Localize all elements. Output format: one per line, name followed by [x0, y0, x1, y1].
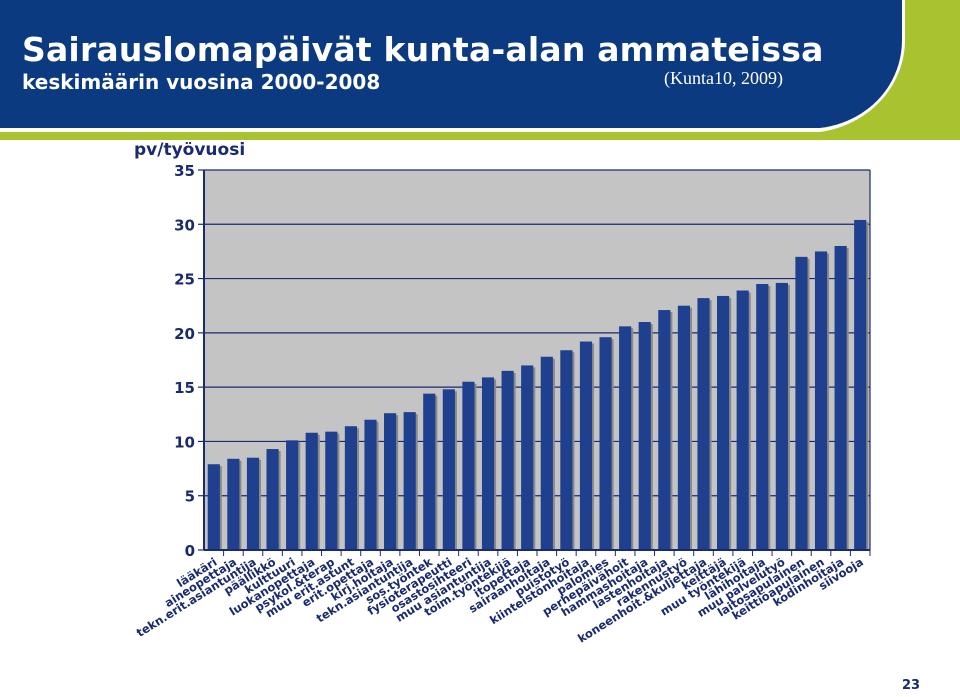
- y-tick-label: 0: [185, 542, 195, 560]
- bar: [403, 412, 416, 550]
- y-tick-label: 10: [174, 433, 195, 451]
- bar: [619, 326, 632, 550]
- bars: [207, 219, 869, 550]
- bar: [442, 389, 455, 550]
- bar: [246, 457, 260, 550]
- bar: [364, 419, 377, 550]
- bar: [599, 337, 612, 550]
- source-citation: (Kunta10, 2009): [664, 68, 783, 88]
- y-tick-label: 15: [174, 379, 195, 397]
- bar: [756, 284, 769, 550]
- bar: [286, 440, 299, 550]
- bar: [775, 282, 788, 550]
- bar: [579, 341, 593, 550]
- y-tick-label: 25: [174, 271, 195, 289]
- y-axis-label: pv/työvuosi: [134, 140, 245, 160]
- y-tick-label: 5: [185, 488, 195, 506]
- banner-blue-panel: [0, 0, 902, 128]
- bar: [560, 350, 573, 550]
- page-title: Sairauslomapäivät kunta-alan ammateissa: [22, 30, 824, 69]
- bar: [854, 219, 867, 550]
- bar: [814, 251, 828, 550]
- y-tick-label: 20: [174, 325, 195, 343]
- bar: [521, 365, 534, 550]
- bar: [717, 295, 730, 550]
- bar: [736, 290, 749, 550]
- bar: [227, 458, 240, 550]
- bar: [834, 246, 847, 550]
- banner-background: [0, 0, 960, 140]
- bar: [658, 310, 671, 550]
- bar: [638, 322, 651, 550]
- y-tick-label: 30: [174, 216, 195, 234]
- bar: [384, 413, 397, 550]
- bar: [344, 426, 357, 550]
- bar: [423, 393, 436, 550]
- bar: [795, 256, 808, 550]
- bar: [481, 377, 495, 550]
- bar: [501, 370, 514, 550]
- y-tick-label: 35: [174, 162, 195, 180]
- y-tick-labels: 0 5 10 15 20 25 30 35: [174, 162, 195, 560]
- page-number: 23: [902, 678, 921, 693]
- bar: [462, 381, 475, 550]
- bar: [207, 464, 220, 550]
- page-subtitle: keskimäärin vuosina 2000-2008: [22, 70, 381, 94]
- banner-green-accent: [0, 0, 960, 140]
- axes: [203, 170, 871, 551]
- title-banner: Sairauslomapäivät kunta-alan ammateissa …: [0, 0, 960, 140]
- bar: [325, 431, 338, 550]
- bar: [305, 432, 318, 550]
- x-tick-labels: lääkäriaineopettajatekn.erit.asiantuntij…: [134, 550, 871, 646]
- bar: [540, 356, 553, 550]
- bar: [677, 305, 690, 550]
- bar: [697, 298, 710, 550]
- bar: [266, 449, 279, 550]
